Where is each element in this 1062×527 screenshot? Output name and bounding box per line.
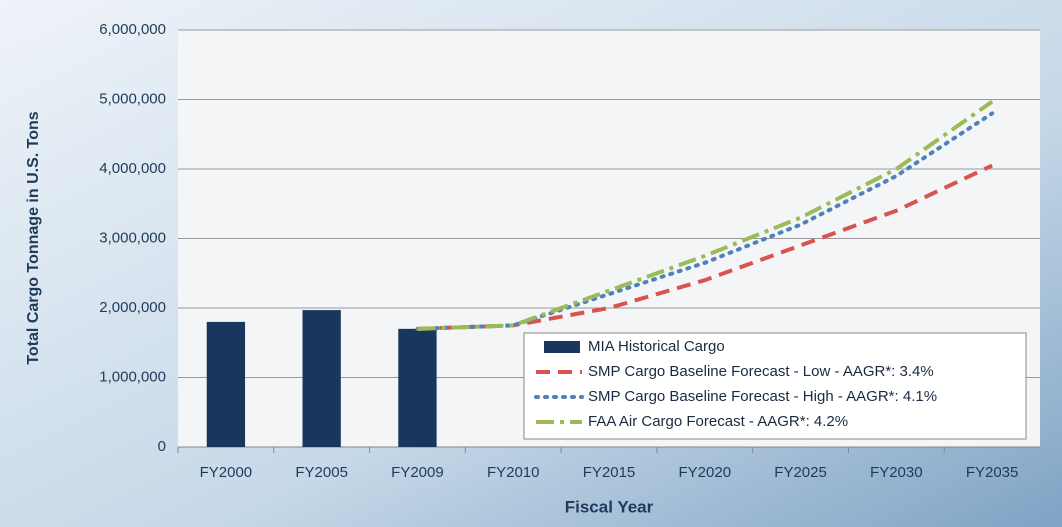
x-tick-label: FY2010 bbox=[487, 464, 540, 481]
y-tick-label: 4,000,000 bbox=[99, 160, 166, 177]
legend-box bbox=[523, 332, 1027, 440]
y-tick-label: 0 bbox=[158, 438, 166, 455]
y-tick-label: 3,000,000 bbox=[99, 229, 166, 246]
y-tick-label: 1,000,000 bbox=[99, 368, 166, 385]
forecast-line bbox=[417, 99, 994, 331]
legend-label: FAA Air Cargo Forecast - AAGR*: 4.2% bbox=[588, 413, 848, 430]
legend-label: SMP Cargo Baseline Forecast - Low - AAGR… bbox=[588, 363, 934, 380]
x-tick-label: FY2005 bbox=[295, 464, 348, 481]
bar bbox=[302, 310, 341, 447]
y-tick-label: 6,000,000 bbox=[99, 21, 166, 38]
bar bbox=[206, 321, 246, 447]
legend-label: MIA Historical Cargo bbox=[588, 338, 725, 355]
x-tick-label: FY2015 bbox=[583, 464, 636, 481]
x-tick-label: FY2030 bbox=[870, 464, 923, 481]
x-tick-label: FY2025 bbox=[774, 464, 827, 481]
forecast-line bbox=[415, 111, 995, 331]
bar bbox=[398, 328, 437, 447]
x-tick-label: FY2035 bbox=[966, 464, 1019, 481]
y-tick-label: 5,000,000 bbox=[99, 90, 166, 107]
y-axis-label: Total Cargo Tonnage in U.S. Tons bbox=[25, 111, 42, 364]
legend-label: SMP Cargo Baseline Forecast - High - AAG… bbox=[588, 388, 937, 405]
x-tick-label: FY2000 bbox=[200, 464, 253, 481]
x-axis-label: Fiscal Year bbox=[565, 497, 654, 516]
legend-swatch bbox=[544, 341, 580, 353]
x-tick-label: FY2009 bbox=[391, 464, 444, 481]
x-tick-label: FY2020 bbox=[679, 464, 732, 481]
y-tick-label: 2,000,000 bbox=[99, 299, 166, 316]
